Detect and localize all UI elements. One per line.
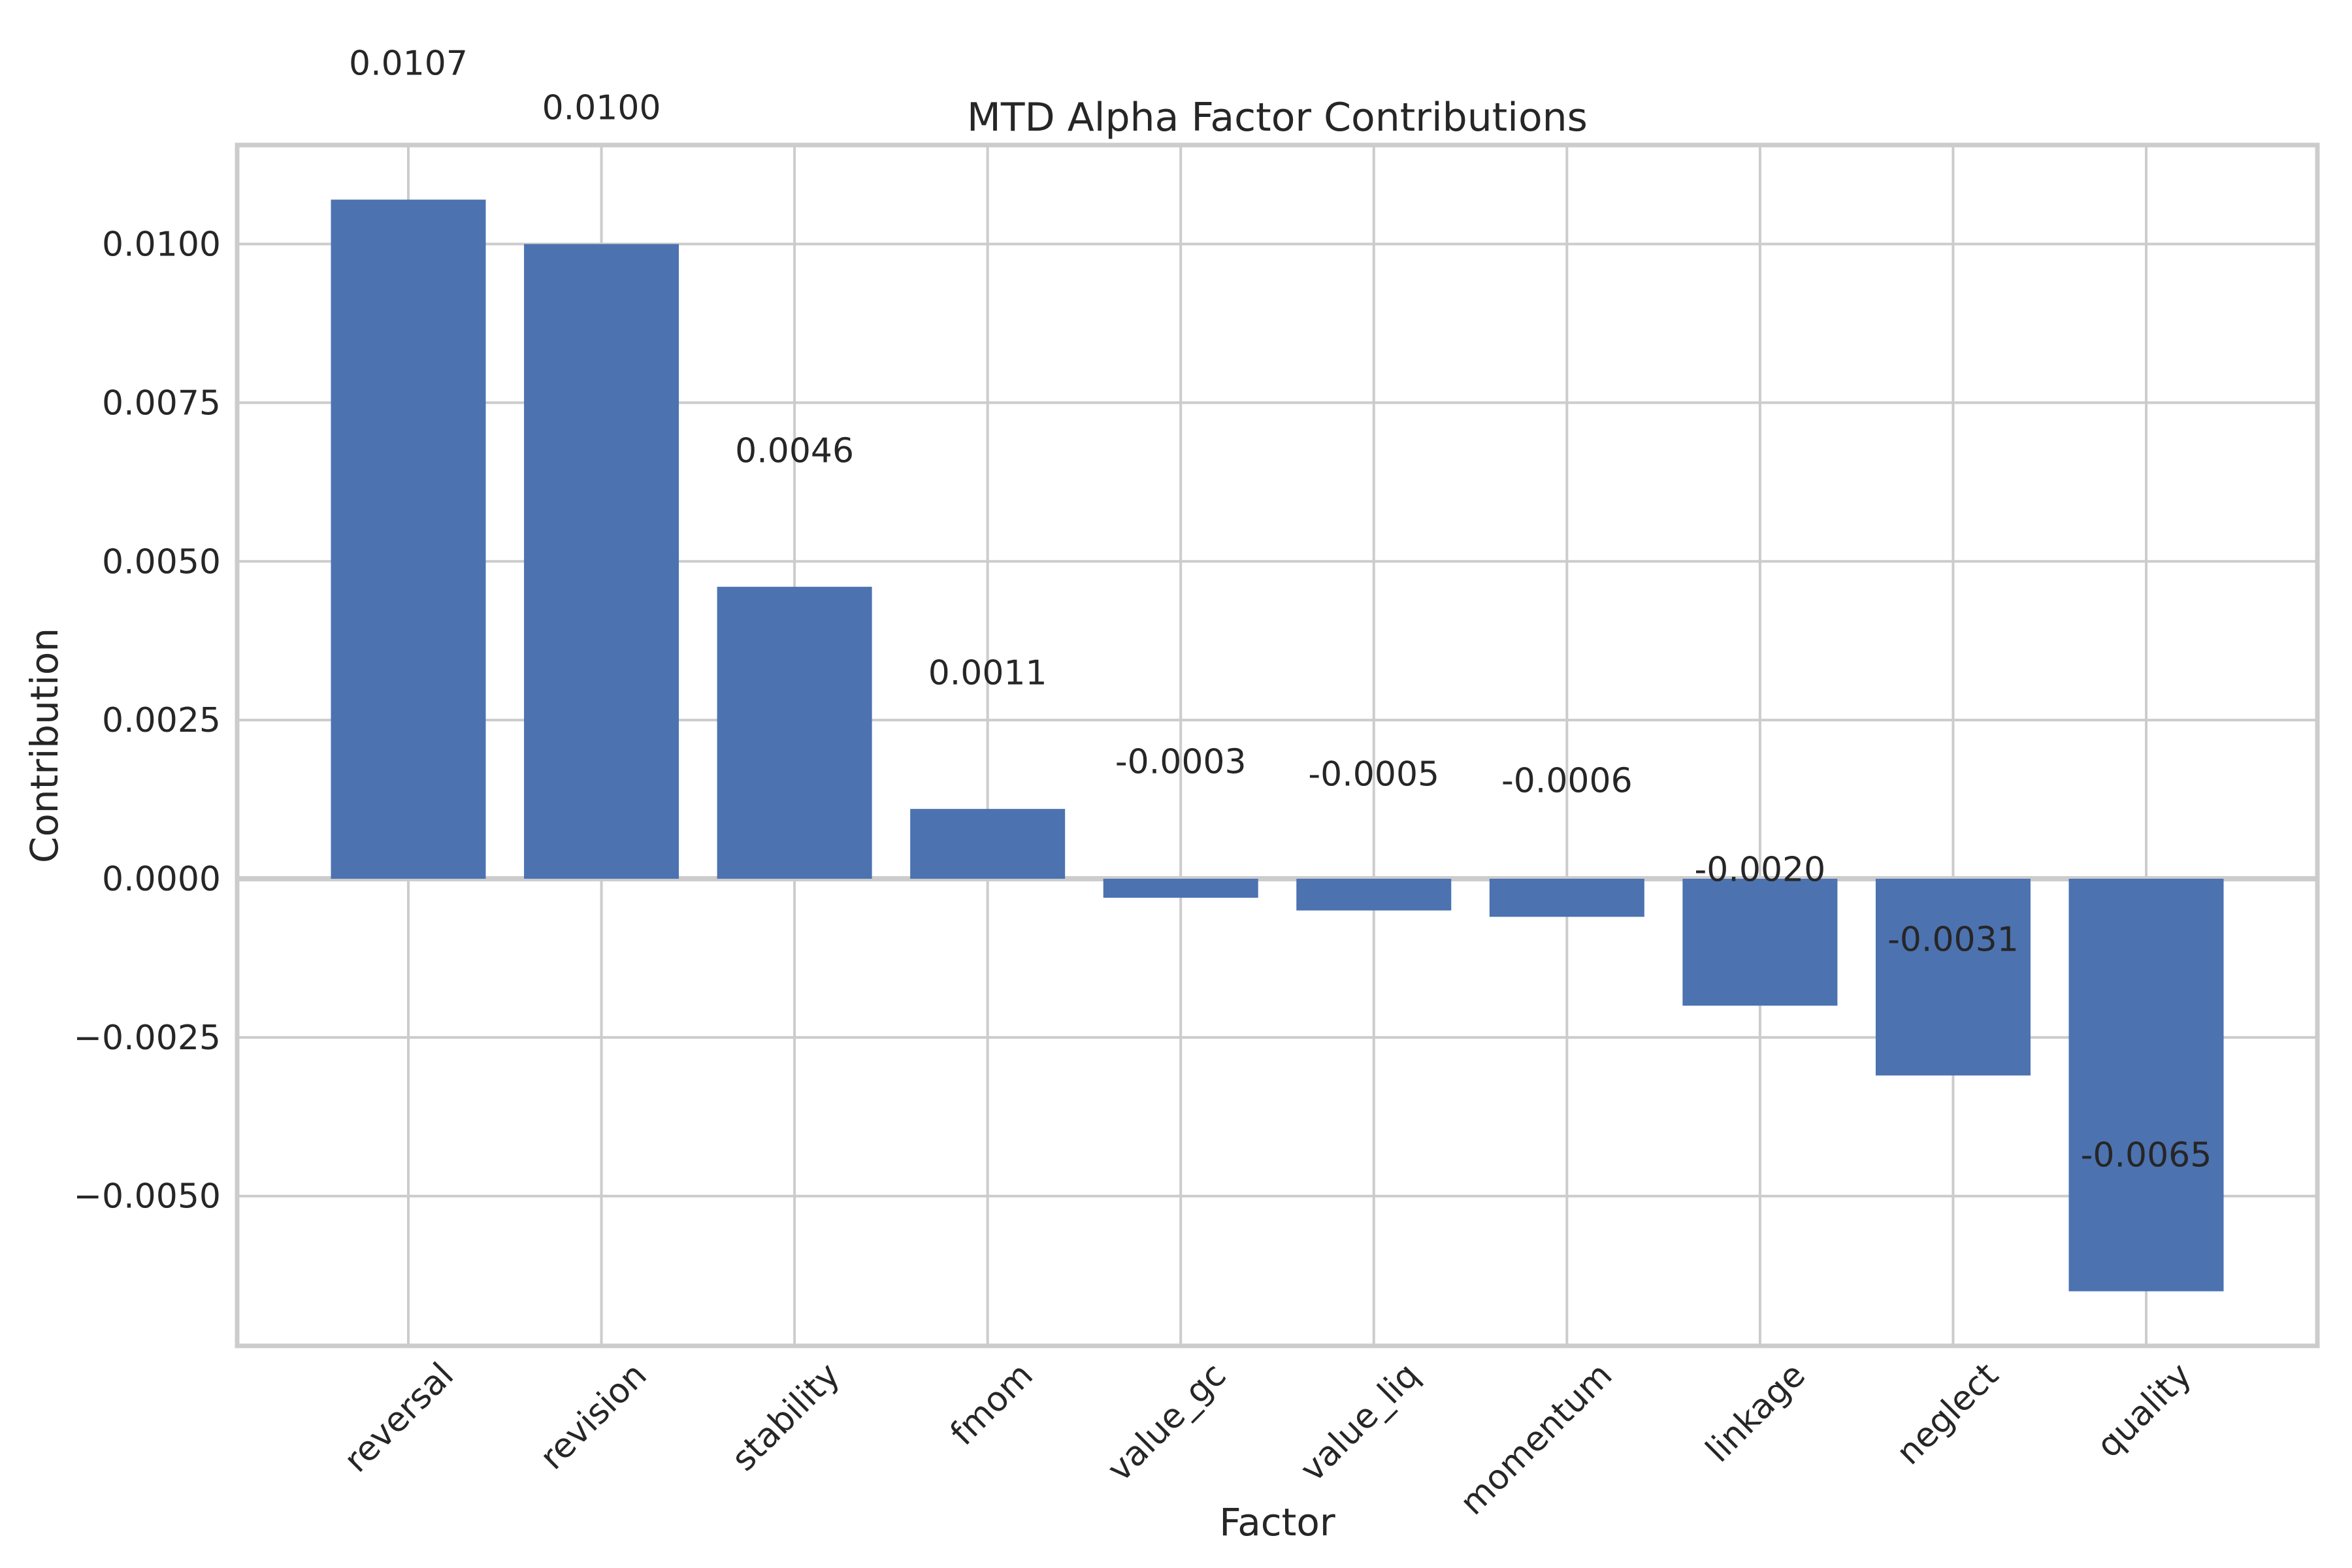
bar-stability (717, 587, 872, 879)
y-tick-label-0.0075: 0.0075 (102, 384, 221, 423)
x-tick-label-value_gc: value_gc (1100, 1356, 1234, 1490)
bar-value-labels: 0.0107 0.0100 0.0046 0.0011 -0.0003 -0.0005 -0… (349, 44, 2212, 1175)
x-axis-label: Factor (1219, 1500, 1335, 1544)
x-tick-label-linkage: linkage (1699, 1356, 1813, 1470)
bar-series (331, 199, 2224, 1292)
x-tick-label-momentum: momentum (1452, 1356, 1620, 1523)
bar-value-label-value_liq: -0.0005 (1308, 755, 1439, 794)
bar-value-label-revision: 0.0100 (542, 89, 661, 128)
plot-frame (235, 142, 2320, 1348)
bar-value-label-neglect: -0.0031 (1887, 920, 2019, 959)
bar-neglect (1875, 879, 2031, 1076)
y-tick-label-0.0000: 0.0000 (102, 860, 221, 899)
bar-fmom (910, 809, 1066, 879)
x-tick-label-revision: revision (532, 1356, 655, 1478)
y-tick-label-−0.0025: −0.0025 (73, 1019, 221, 1058)
x-tick-label-neglect: neglect (1889, 1356, 2006, 1473)
x-tick-label-fmom: fmom (943, 1356, 1041, 1454)
plot-frame-layer (235, 142, 2320, 1348)
y-tick-label-0.0050: 0.0050 (102, 542, 221, 581)
bar-value-label-momentum: -0.0006 (1501, 761, 1633, 800)
bar-momentum (1489, 879, 1644, 917)
x-tick-label-quality: quality (2089, 1356, 2199, 1465)
bar-reversal (331, 199, 486, 879)
y-tick-label-0.0025: 0.0025 (102, 701, 221, 740)
bar-value_gc (1103, 879, 1258, 898)
bar-value-label-value_gc: -0.0003 (1115, 742, 1247, 781)
bar-value-label-reversal: 0.0107 (349, 44, 468, 84)
bar-value-label-stability: 0.0046 (735, 431, 854, 470)
y-tick-label-0.0100: 0.0100 (102, 225, 221, 265)
bar-value-label-linkage: -0.0020 (1695, 850, 1826, 889)
bar-value_liq (1296, 879, 1452, 911)
bar-quality (2068, 879, 2224, 1292)
x-tick-label-value_liq: value_liq (1293, 1356, 1427, 1490)
bar-value-label-quality: -0.0065 (2081, 1136, 2212, 1175)
y-axis-label: Contribution (22, 628, 67, 863)
bar-revision (524, 244, 679, 879)
x-tick-label-stability: stability (725, 1356, 848, 1479)
chart-title: MTD Alpha Factor Contributions (967, 95, 1588, 140)
x-tick-label-reversal: reversal (336, 1356, 461, 1480)
y-tick-label-−0.0050: −0.0050 (73, 1177, 221, 1217)
bar-linkage (1682, 879, 1838, 1006)
bar-value-label-fmom: 0.0011 (928, 653, 1047, 693)
